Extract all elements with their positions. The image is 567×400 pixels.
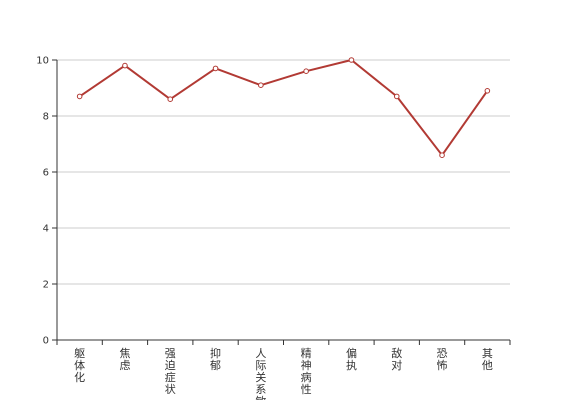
data-point-6[interactable] [348, 57, 355, 63]
data-point-9[interactable] [484, 88, 491, 94]
x-tick-label-4: 人际关系敏感 [255, 347, 266, 400]
y-axis: 0 2 4 6 8 10 [36, 56, 58, 347]
series-line-group [76, 57, 491, 158]
x-tick-label-0: 躯体化 [74, 347, 85, 384]
data-point-0[interactable] [76, 93, 83, 100]
x-tick-label-6: 偏执 [346, 346, 357, 372]
data-point-4[interactable] [258, 82, 264, 88]
y-tick-label: 8 [43, 112, 49, 123]
y-tick-label: 4 [43, 224, 49, 235]
x-axis: 躯体化 焦虑 强迫症状 抑郁 人际关系敏感 精神病性 偏执 敌对 恐怖 其他 [56, 339, 511, 400]
y-tick-label: 0 [43, 336, 49, 347]
x-tick-label-7: 敌对 [391, 346, 402, 372]
data-point-8[interactable] [439, 152, 445, 158]
series-line-0 [79, 59, 489, 157]
x-tick-label-2: 强迫症状 [165, 347, 176, 396]
data-point-5[interactable] [303, 68, 309, 74]
gridlines [57, 59, 510, 285]
data-point-7[interactable] [393, 93, 400, 100]
x-tick-label-3: 抑郁 [210, 346, 221, 372]
data-point-1[interactable] [122, 62, 128, 69]
data-point-2[interactable] [167, 96, 174, 102]
x-tick-label-5: 精神病性 [301, 347, 312, 396]
x-tick-label-9: 其他 [482, 347, 493, 372]
data-point-3[interactable] [212, 65, 219, 72]
x-tick-label-1: 焦虑 [119, 347, 130, 372]
y-tick-label: 10 [36, 56, 49, 67]
y-tick-label: 2 [43, 280, 49, 291]
x-tick-label-8: 恐怖 [437, 347, 448, 372]
y-tick-label: 6 [43, 168, 49, 179]
